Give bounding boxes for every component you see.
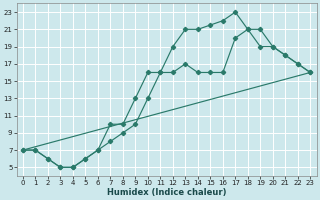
X-axis label: Humidex (Indice chaleur): Humidex (Indice chaleur) <box>107 188 226 197</box>
